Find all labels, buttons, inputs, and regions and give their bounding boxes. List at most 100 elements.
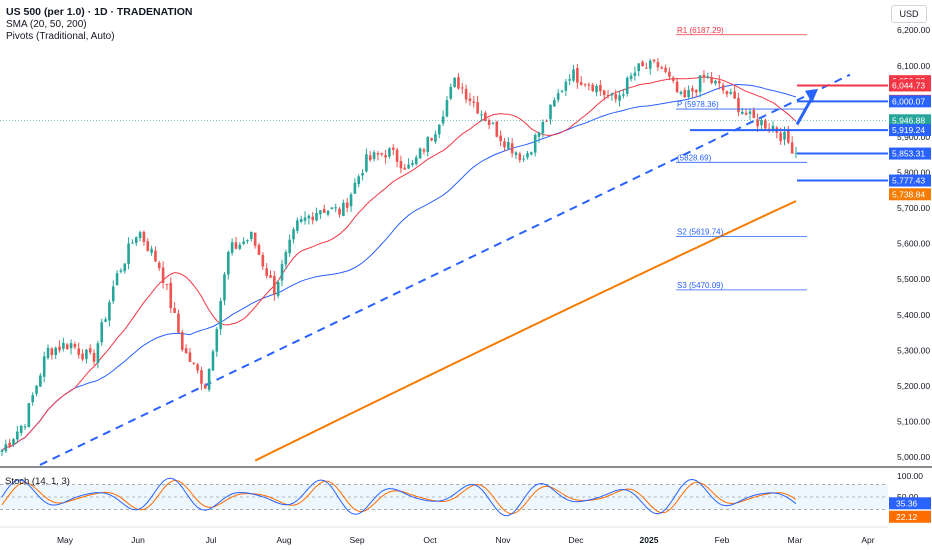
candle-body (138, 232, 142, 239)
sma-20-line (1, 76, 797, 451)
candle-body (530, 152, 533, 155)
candle-body (39, 375, 42, 387)
candle-body (587, 84, 591, 86)
candle-body (192, 362, 196, 364)
candle-body (453, 77, 456, 87)
candle-body (146, 241, 150, 252)
candle-body (127, 243, 130, 265)
y-tick-label: 6,100.00 (897, 61, 930, 71)
candle-body (307, 215, 311, 219)
candle-body (380, 152, 384, 155)
candle-body (414, 157, 418, 165)
candle-body (27, 403, 31, 428)
candle-body (764, 120, 767, 129)
candle-body (219, 301, 222, 330)
candle-body (142, 231, 146, 242)
candle-body (691, 88, 694, 92)
y-tick-label: 5,600.00 (897, 239, 930, 249)
candle-body (265, 268, 268, 276)
candle-body (230, 242, 234, 253)
candle-body (19, 425, 23, 434)
candle-body (687, 90, 690, 98)
y-tick-label: 5,100.00 (897, 417, 930, 427)
candle-body (737, 97, 740, 113)
x-tick-label: Jul (206, 535, 217, 545)
candle-body (196, 364, 199, 371)
candle-body (725, 91, 729, 95)
currency-button[interactable]: USD (891, 5, 927, 23)
candle-body (0, 450, 4, 452)
stoch-d-tag (889, 510, 931, 523)
candle-body (549, 104, 552, 120)
candle-body (177, 313, 180, 333)
stoch-indicator-label[interactable]: Stoch (14, 1, 3) (5, 476, 70, 487)
candle-body (73, 343, 77, 348)
y-tick-label: 5,000.00 (897, 452, 930, 462)
candle-body (645, 67, 648, 69)
candle-body (353, 182, 357, 194)
x-tick-label: 2025 (640, 535, 659, 545)
candle-body (35, 385, 38, 394)
stoch-d-value: 22.12 (896, 512, 918, 522)
projection-arrow (795, 97, 814, 126)
candle-body (637, 63, 641, 72)
candle-body (8, 442, 11, 446)
candle-body (276, 282, 280, 296)
candle-body (165, 284, 169, 286)
candle-body (372, 152, 376, 159)
candle-body (437, 124, 441, 135)
x-tick-label: Mar (788, 535, 803, 545)
candle-body (349, 194, 353, 207)
candle-body (368, 155, 372, 160)
candle-body (426, 136, 430, 153)
candle-body (553, 99, 556, 107)
candle-body (457, 77, 460, 89)
sma-indicator-label[interactable]: SMA (20, 50, 200) (6, 19, 87, 30)
candle-body (296, 220, 299, 231)
price-tag-bg (889, 114, 931, 127)
candle-body (487, 119, 491, 125)
candle-body (292, 229, 295, 240)
candle-body (599, 85, 602, 92)
candle-body (468, 98, 472, 102)
y-tick-label: 5,700.00 (897, 203, 930, 213)
candle-body (576, 68, 579, 83)
candle-body (96, 343, 100, 364)
candle-body (215, 329, 219, 352)
candle-body (522, 158, 525, 160)
pivot-label: P (5978.36) (677, 100, 719, 109)
candle-body (399, 161, 403, 169)
candle-body (675, 81, 679, 93)
candle-body (541, 122, 545, 134)
candle-body (345, 202, 349, 208)
price-tag-label: 5,853.31 (892, 149, 925, 159)
price-axis (888, 0, 932, 550)
candle-body (388, 148, 391, 157)
pivot-label: R1 (6187.29) (677, 26, 724, 35)
candle-body (484, 112, 487, 121)
candle-body (299, 219, 303, 222)
symbol-title: US 500 (per 1.0) · 1D · TRADENATION (6, 6, 193, 18)
candle-body (564, 81, 568, 91)
candle-body (721, 85, 725, 91)
price-tag-label: 5,738.84 (892, 189, 925, 199)
candle-body (169, 282, 173, 309)
candle-body (111, 286, 115, 302)
candle-body (342, 202, 345, 216)
candle-body (579, 82, 583, 85)
pivots-indicator-label[interactable]: Pivots (Traditional, Auto) (6, 31, 115, 42)
stoch-k-tag (889, 497, 931, 510)
candle-body (154, 250, 157, 262)
candle-body (50, 348, 54, 356)
candle-body (472, 101, 476, 103)
candle-body (648, 60, 652, 69)
price-tag-bg (889, 147, 931, 160)
candle-body (85, 349, 88, 360)
candle-body (411, 162, 414, 165)
candle-body (499, 135, 502, 142)
x-tick-label: Sep (349, 535, 364, 545)
projection-arrowhead (805, 88, 818, 104)
candle-body (445, 100, 449, 117)
candle-body (92, 352, 96, 362)
